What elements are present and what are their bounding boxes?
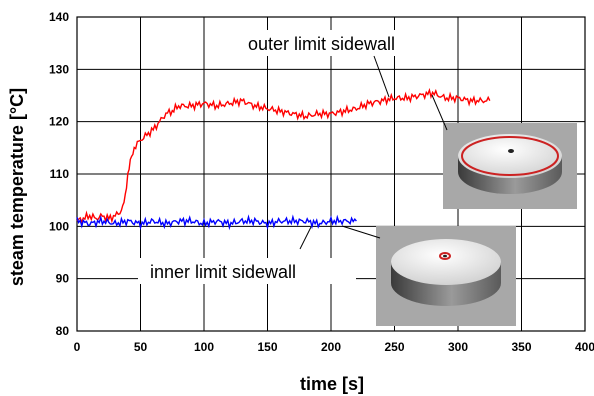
- x-tick-label: 200: [321, 340, 341, 354]
- x-tick-label: 350: [511, 340, 531, 354]
- series-line-outer: [76, 87, 491, 225]
- x-tick-labels: 0 50 100 150 200 250 300 350 400: [74, 340, 594, 354]
- series-line-inner: [76, 214, 357, 231]
- outer-leader-line-1: [373, 55, 390, 98]
- outer-sidewall-photo: [443, 123, 577, 209]
- inner-leader-line-2: [341, 225, 381, 239]
- outer-leader-line-2: [431, 94, 448, 131]
- y-tick-labels: 80 90 100 110 120 130 140: [49, 10, 69, 338]
- y-tick-label: 80: [56, 324, 70, 338]
- series-lines: [76, 87, 491, 231]
- y-tick-label: 100: [49, 219, 69, 233]
- y-tick-label: 140: [49, 10, 69, 24]
- plot-frame: [76, 16, 586, 332]
- inner-sidewall-photo: [376, 226, 516, 326]
- x-tick-label: 300: [448, 340, 468, 354]
- outer-label-background: [236, 30, 446, 56]
- inner-leader-line-1: [299, 226, 312, 250]
- x-tick-label: 400: [575, 340, 594, 354]
- y-tick-label: 90: [56, 272, 70, 286]
- x-tick-label: 150: [257, 340, 277, 354]
- y-tick-label: 130: [49, 62, 69, 76]
- inner-label-background: [138, 258, 356, 284]
- y-axis-title: steam temperature [°C]: [7, 88, 27, 286]
- x-tick-label: 0: [74, 340, 81, 354]
- x-tick-label: 250: [384, 340, 404, 354]
- inner-limit-label: inner limit sidewall: [150, 262, 296, 282]
- x-axis-title: time [s]: [300, 374, 364, 394]
- x-tick-label: 50: [134, 340, 148, 354]
- outer-limit-label: outer limit sidewall: [248, 34, 395, 54]
- y-tick-label: 110: [50, 167, 70, 181]
- x-tick-label: 100: [194, 340, 214, 354]
- y-tick-label: 120: [49, 115, 69, 129]
